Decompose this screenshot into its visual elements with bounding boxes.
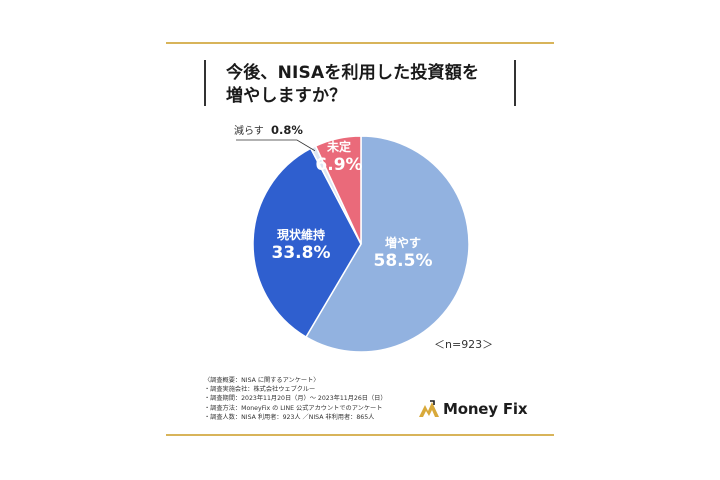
slice-value-increase: 58.5% [373, 251, 433, 271]
pie-slice-maintain [252, 147, 362, 338]
note-line: 〈調査概要：NISA に関するアンケート〉 [204, 377, 320, 384]
moneyfix-logo: Money Fix [418, 398, 528, 420]
slice-label-increase: 増やす 58.5% [368, 236, 438, 271]
slice-label-undecided: 未定 6.9% [312, 140, 366, 175]
slice-label-maintain: 現状維持 33.8% [266, 228, 336, 263]
slice-value-maintain: 33.8% [271, 243, 331, 263]
bottom-rule [166, 434, 554, 436]
chart-card: 今後、NISAを利用した投資額を 増やしますか？ [166, 0, 554, 480]
slice-name-undecided: 未定 [326, 140, 351, 154]
title-line-2: 増やしますか？ [226, 86, 347, 106]
top-rule [166, 42, 554, 44]
note-line: ・調査実施会社：株式会社ウェブクルー [204, 386, 316, 394]
note-line: ・調査期間：2023年11月20日（月）〜 2023年11月26日（日） [204, 395, 387, 403]
slice-label-decrease: 減らす 0.8% [234, 122, 303, 137]
title-line-1: 今後、NISAを利用した投資額を [226, 63, 480, 83]
sample-size-label: ＜n=923＞ [434, 338, 494, 351]
slice-value-decrease: 0.8% [271, 123, 303, 137]
chart-title: 今後、NISAを利用した投資額を 増やしますか？ [226, 62, 506, 108]
leader-line-decrease [236, 139, 316, 152]
title-bracket-left [204, 60, 206, 106]
title-box: 今後、NISAを利用した投資額を 増やしますか？ [204, 60, 516, 106]
moneyfix-logo-icon [419, 400, 439, 417]
note-line: ・調査方法：MoneyFix の LINE 公式アカウントでのアンケート [204, 404, 383, 412]
survey-notes: 〈調査概要：NISA に関するアンケート〉 ・調査実施会社：株式会社ウェブクルー… [204, 376, 387, 422]
logo-text: Money Fix [443, 400, 528, 418]
title-bracket-right [514, 60, 516, 106]
pie-slice-undecided [314, 135, 362, 245]
slice-name-maintain: 現状維持 [276, 228, 325, 242]
note-line: ・調査人数：NISA 利用者：923人 ／NISA 非利用者：865人 [204, 413, 375, 421]
slice-value-undecided: 6.9% [315, 155, 363, 175]
slice-name-decrease: 減らす [234, 126, 264, 137]
slice-name-increase: 増やす [384, 236, 421, 250]
pie-slice-increase [304, 135, 470, 353]
